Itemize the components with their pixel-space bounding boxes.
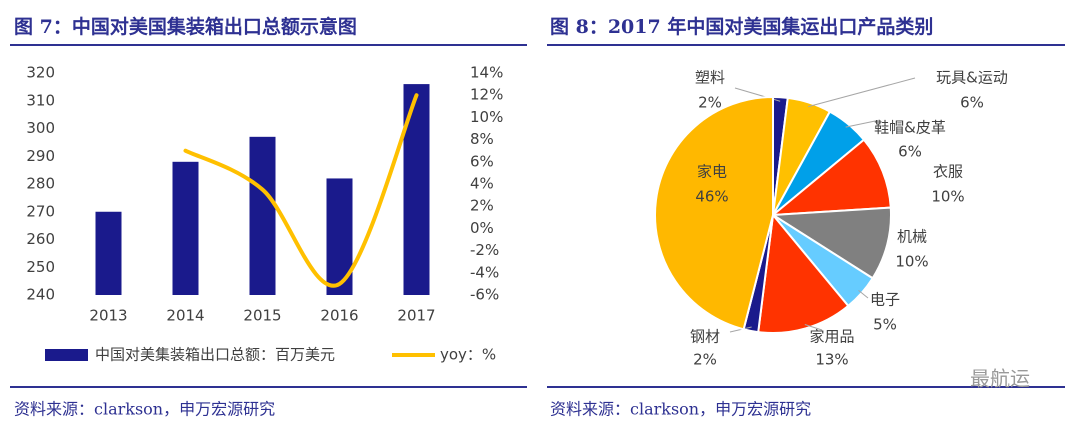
slice-value: 6% — [898, 143, 922, 161]
x-tick-label: 2014 — [166, 307, 204, 325]
slice-value: 10% — [895, 253, 928, 271]
slice-label: 家用品 — [809, 328, 854, 346]
source: 资料来源：clarkson，申万宏源研究 — [14, 400, 275, 419]
slice-label: 塑料 — [695, 69, 725, 87]
y-tick-label: 260 — [26, 230, 55, 248]
slice-label: 衣服 — [933, 163, 963, 181]
pie-slice — [769, 206, 892, 280]
leader-line — [808, 77, 916, 108]
y-tick-label: 250 — [26, 258, 55, 276]
y2-tick-label: 6% — [470, 152, 494, 170]
slice-value: 5% — [873, 316, 897, 334]
pie-slice — [757, 212, 850, 334]
y-tick-label: 310 — [26, 91, 55, 109]
y2-tick-label: -6% — [470, 286, 499, 304]
line — [183, 93, 419, 288]
x-tick-label: 2015 — [243, 307, 281, 325]
x-tick-label: 2017 — [397, 307, 435, 325]
y-tick-label: 280 — [26, 175, 55, 193]
y2-tick-label: -2% — [470, 241, 499, 259]
slice-value: 6% — [960, 94, 984, 112]
y-tick-label: 300 — [26, 119, 55, 137]
slice-label: 机械 — [897, 228, 927, 246]
y2-tick-label: -4% — [470, 263, 499, 281]
figure-title: 图 8：2017 年中国对美国集运出口产品类别 — [550, 15, 933, 38]
slice-label: 鞋帽&皮革 — [874, 119, 946, 137]
y-tick-label: 240 — [26, 286, 55, 304]
y2-tick-label: 8% — [470, 130, 494, 148]
watermark: 最航运 — [970, 367, 1030, 391]
slice-value: 2% — [698, 94, 722, 112]
y2-tick-label: 0% — [470, 219, 494, 237]
bar — [95, 211, 122, 295]
figure-title: 图 7：中国对美国集装箱出口总额示意图 — [14, 15, 357, 38]
bar — [249, 136, 276, 295]
legend-label: yoy：% — [440, 346, 496, 364]
pie-slice — [654, 95, 774, 331]
slice-label: 钢材 — [690, 328, 720, 346]
legend-label: 中国对美集装箱出口总额：百万美元 — [95, 346, 335, 364]
bar — [172, 161, 199, 295]
y-tick-label: 320 — [26, 64, 55, 82]
x-tick-label: 2013 — [89, 307, 127, 325]
slice-label: 电子 — [870, 291, 900, 309]
slice-label: 玩具&运动 — [936, 69, 1008, 87]
y2-tick-label: 12% — [470, 86, 503, 104]
source: 资料来源：clarkson，申万宏源研究 — [550, 400, 811, 419]
slice-value: 13% — [815, 351, 848, 369]
y2-tick-label: 4% — [470, 175, 494, 193]
x-tick-label: 2016 — [320, 307, 358, 325]
leader-line — [858, 289, 869, 299]
bar — [326, 178, 353, 295]
leader-line — [845, 119, 881, 128]
leader-line — [804, 323, 823, 331]
legend-swatch — [45, 349, 88, 361]
y-tick-label: 270 — [26, 202, 55, 220]
y2-tick-label: 14% — [470, 64, 503, 82]
y2-tick-label: 10% — [470, 108, 503, 126]
pie-slice — [769, 138, 892, 217]
slice-value: 2% — [693, 351, 717, 369]
y2-tick-label: 2% — [470, 197, 494, 215]
slice-value: 10% — [931, 188, 964, 206]
slice-label: 家电 — [697, 163, 727, 181]
slice-value: 46% — [695, 188, 728, 206]
y-tick-label: 290 — [26, 147, 55, 165]
